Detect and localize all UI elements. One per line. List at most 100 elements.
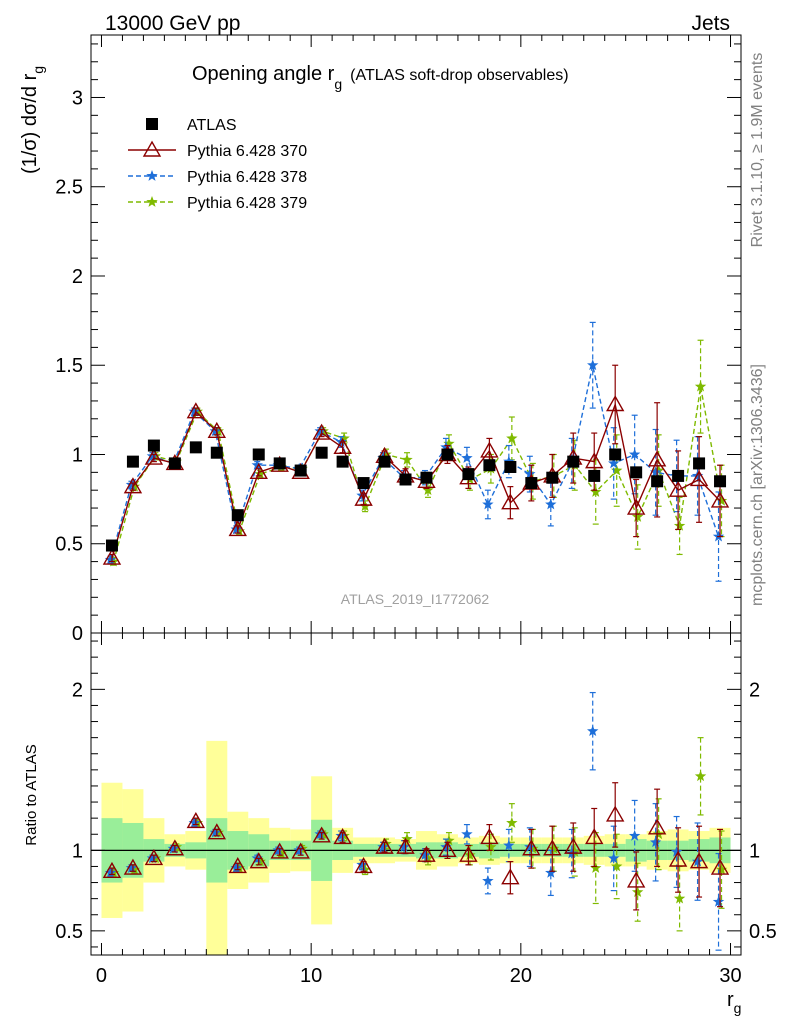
data-point	[441, 448, 454, 461]
data-point	[504, 460, 517, 473]
series-pythia-6-428-370	[102, 782, 730, 911]
data-point	[231, 509, 244, 522]
legend-item: Pythia 6.428 378	[128, 169, 307, 186]
data-point	[647, 818, 667, 835]
ratio-panel: 0 10 20 30 0.5 0.5 1 1 2 2	[55, 632, 777, 987]
data-point	[273, 457, 286, 470]
data-point	[464, 849, 476, 861]
data-point	[186, 402, 206, 419]
data-point	[338, 432, 350, 444]
data-point	[104, 553, 117, 565]
data-point	[668, 480, 688, 497]
data-point	[254, 855, 266, 867]
data-point	[354, 489, 373, 506]
xlabel-sub: g	[734, 1000, 742, 1016]
data-point	[585, 828, 604, 845]
data-point	[186, 811, 206, 829]
data-point	[210, 446, 223, 459]
data-point	[673, 519, 686, 531]
data-point	[125, 478, 138, 490]
data-point	[527, 842, 539, 854]
data-point	[126, 455, 139, 468]
rivet-label: Rivet 3.1.10, ≥ 1.9M events	[749, 53, 766, 248]
data-point	[105, 539, 118, 552]
ratio-y-tick-label-right: 0.5	[749, 921, 777, 943]
data-point	[564, 837, 583, 854]
data-point	[228, 857, 247, 874]
data-point	[144, 448, 164, 465]
y-tick-label: 2.5	[55, 177, 83, 199]
data-point	[647, 450, 667, 467]
data-point	[417, 845, 436, 862]
data-point	[251, 459, 263, 471]
data-point	[485, 841, 497, 852]
data-point	[461, 828, 473, 840]
data-point	[693, 457, 706, 470]
data-point	[293, 844, 305, 856]
data-point	[480, 441, 499, 458]
svg-text:(1/σ) dσ/d rg: (1/σ) dσ/d rg	[19, 66, 46, 174]
y-tick-label: 1.5	[55, 355, 83, 377]
data-point	[396, 837, 415, 854]
data-point	[102, 861, 122, 878]
data-point	[438, 840, 457, 858]
legend-item: ATLAS	[146, 117, 237, 134]
ratio-y-tick-label-right: 2	[749, 679, 760, 701]
legend-item: Pythia 6.428 370	[128, 140, 307, 160]
ratio-y-tick-label: 2	[72, 679, 83, 701]
data-point	[462, 468, 475, 481]
data-point	[649, 466, 662, 478]
data-point	[605, 395, 625, 412]
data-point	[501, 868, 520, 885]
data-point	[168, 457, 181, 470]
data-point	[587, 725, 599, 737]
y-tick-label: 3	[72, 87, 83, 109]
title-rest: (ATLAS soft-drop observables)	[350, 67, 568, 84]
data-point	[482, 874, 494, 886]
header-left: 13000 GeV pp	[105, 12, 240, 35]
data-point	[461, 452, 473, 463]
data-point	[506, 816, 518, 828]
data-point	[651, 475, 664, 488]
data-point	[422, 852, 434, 864]
data-point	[525, 477, 538, 490]
data-point	[312, 826, 331, 843]
data-point	[294, 464, 307, 477]
data-point	[630, 466, 643, 479]
data-point	[649, 836, 662, 848]
data-point	[354, 857, 373, 874]
data-point	[188, 816, 201, 828]
data-point	[146, 450, 159, 462]
x-tick-label: 10	[300, 965, 322, 987]
data-point	[377, 841, 389, 852]
ratio-bands	[101, 740, 731, 955]
data-point	[628, 448, 641, 460]
data-point	[605, 805, 625, 822]
data-point	[314, 828, 326, 840]
data-point	[459, 845, 478, 862]
ratio-frame	[90, 632, 742, 956]
ratio-y-tick-label: 0.5	[55, 921, 83, 943]
data-point	[483, 459, 496, 472]
legend-label: ATLAS	[187, 117, 237, 134]
data-point	[672, 469, 685, 482]
data-point	[207, 421, 227, 438]
data-point	[398, 841, 410, 852]
data-point	[673, 892, 686, 904]
data-point	[207, 823, 227, 840]
data-point	[545, 866, 557, 878]
data-point	[401, 833, 413, 844]
data-point	[254, 468, 266, 479]
data-point	[631, 510, 644, 522]
data-point	[714, 475, 727, 488]
data-point	[144, 848, 164, 866]
data-point	[189, 441, 202, 454]
data-point	[607, 457, 620, 469]
main-ylabel: (1/σ) dσ/d rg	[19, 66, 46, 174]
data-point	[522, 839, 541, 856]
data-point	[230, 523, 242, 535]
data-point	[443, 437, 455, 449]
data-point	[399, 473, 412, 486]
data-point	[249, 462, 268, 480]
series-atlas	[105, 439, 727, 552]
